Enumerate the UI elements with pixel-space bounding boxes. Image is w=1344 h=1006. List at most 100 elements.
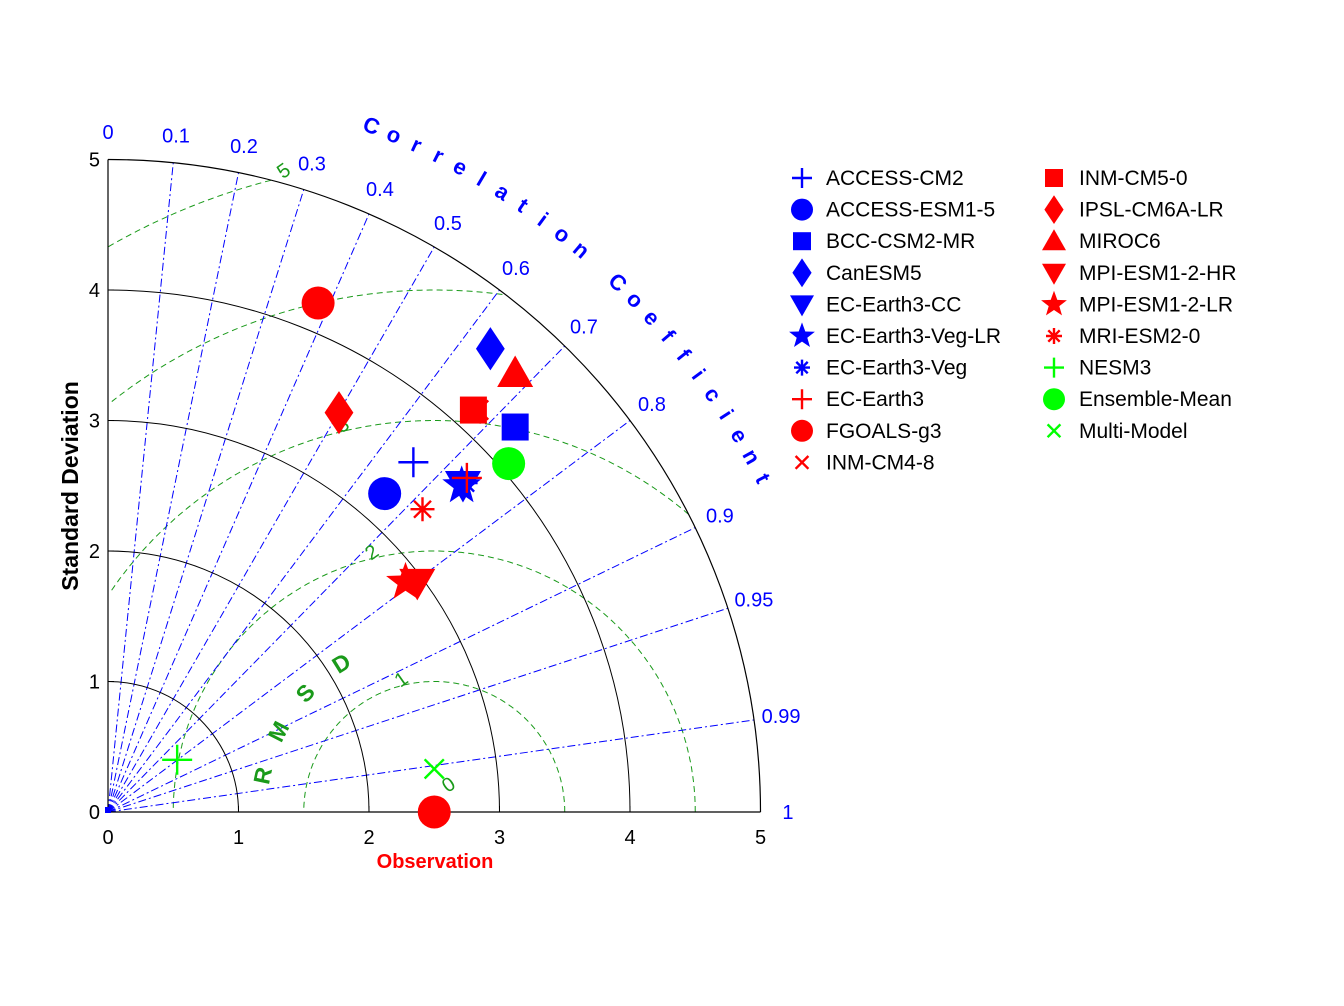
legend-marker [1041,290,1067,316]
ec-earth3-point [451,462,482,493]
legend-label: ACCESS-ESM1-5 [826,199,995,222]
correlation-label-char: e [449,153,472,181]
ec-earth3-veg-point [453,471,478,496]
legend-item: IPSL-CM6A-LR [1044,195,1224,224]
legend-label: MIROC6 [1079,230,1161,253]
correlation-lines [107,162,755,813]
legend-label: Ensemble-Mean [1079,388,1232,411]
legend-label: FGOALS-g3 [826,420,942,443]
curved-labels: 0 0.1 0.20.30.40.50.60.70.80.90.950.991012… [102,111,800,824]
correlation-line [107,189,305,813]
y-tick-label: 0 [89,802,100,824]
ipsl-cm6a-lr-point [324,391,354,435]
legend-marker [790,295,814,317]
rmsd-tick-label: 2 [361,541,383,565]
correlation-tick-label: 0.1 [162,126,190,148]
correlation-label-char: r [407,132,426,158]
correlation-tick-label: 0 [102,122,113,144]
canesm5-point [475,327,505,371]
legend-label: INM-CM5-0 [1079,167,1188,190]
legend-marker [793,232,811,251]
legend-marker [1046,423,1062,439]
correlation-line [107,527,696,813]
legend-label: EC-Earth3-CC [826,293,961,316]
legend-marker [792,258,812,288]
correlation-tick-label: 0.99 [762,706,801,728]
rmsd-tick-label: 5 [273,159,295,183]
ensemble-mean-point [492,447,526,481]
correlation-label-char: a [491,178,515,206]
correlation-line [107,607,729,813]
rmsd-label-char: S [290,679,320,708]
correlation-tick-label: 0.5 [434,213,462,235]
legend-marker [789,322,815,347]
legend-item: ACCESS-ESM1-5 [791,198,995,222]
access-cm2-point [398,447,429,478]
correlation-line [107,420,631,813]
y-tick-label: 4 [89,280,100,302]
x-axis-label: Observation [377,851,494,873]
y-tick-label: 3 [89,411,100,433]
rmsd-label-char: D [327,648,355,679]
rmsd-label-char: R [248,764,277,786]
y-tick-label: 2 [89,541,100,563]
legend: ACCESS-CM2 ACCESS-ESM1-5 BCC-CSM2-MR CanESM… [789,167,1237,474]
correlation-label-char: n [568,236,594,264]
correlation-label-char: c [699,382,727,406]
correlation-label-char: C [603,268,632,297]
correlation-label-char: f [672,344,697,366]
miroc6-point [497,355,534,388]
correlation-tick-label: 0.7 [570,316,598,338]
legend-marker [792,389,812,410]
std-arc [107,550,370,813]
legend-label: MPI-ESM1-2-HR [1079,262,1237,285]
correlation-label-char: o [383,121,405,149]
correlation-label-char: e [639,305,666,331]
legend-marker [791,198,813,221]
legend-label: EC-Earth3-Veg [826,357,967,380]
correlation-label-char: i [714,405,738,424]
correlation-label-char: o [549,220,575,248]
nesm3-point [162,744,193,775]
legend-label: EC-Earth3-Veg-LR [826,325,1001,348]
inm-cm5-0-point [459,396,487,424]
legend-marker [1042,229,1066,251]
legend-marker [1044,195,1064,224]
legend-item: EC-Earth3 [792,388,924,411]
correlation-line [107,345,566,813]
correlation-line [107,162,174,813]
legend-marker [1043,388,1065,411]
legend-item: MIROC6 [1042,229,1161,253]
legend-marker [1046,328,1062,344]
x-tick-label: 3 [494,827,505,849]
legend-label: IPSL-CM6A-LR [1079,199,1224,222]
std-arc [107,420,500,813]
correlation-label-char: i [687,364,711,384]
legend-marker [791,419,813,442]
y-axis-label: Standard Deviation [57,381,83,591]
legend-label: Multi-Model [1079,420,1188,443]
axes: 00 1 1 2 2 3 3 4 4 5 5 [89,150,766,850]
correlation-label-char: o [622,286,649,313]
data-points [105,286,534,829]
rmsd-arc [109,420,689,594]
mpi-esm1-2-lr-point [386,561,425,599]
legend-marker [794,359,810,376]
y-tick-label: 1 [89,672,100,694]
bcc-csm2-mr-point [501,413,529,441]
legend-label: ACCESS-CM2 [826,167,964,190]
x-tick-label: 0 [102,827,113,849]
correlation-tick-label: 0.9 [706,506,734,528]
legend-marker [1044,357,1064,378]
correlation-line [107,213,370,813]
std-arcs [107,158,762,813]
correlation-tick-label: 0.3 [298,153,326,175]
legend-label: BCC-CSM2-MR [826,230,975,253]
legend-item: MPI-ESM1-2-HR [1042,262,1237,285]
std-arc [107,681,239,813]
legend-item: EC-Earth3-CC [790,293,961,317]
correlation-label-char: t [513,193,534,218]
correlation-label-char: t [750,469,776,487]
